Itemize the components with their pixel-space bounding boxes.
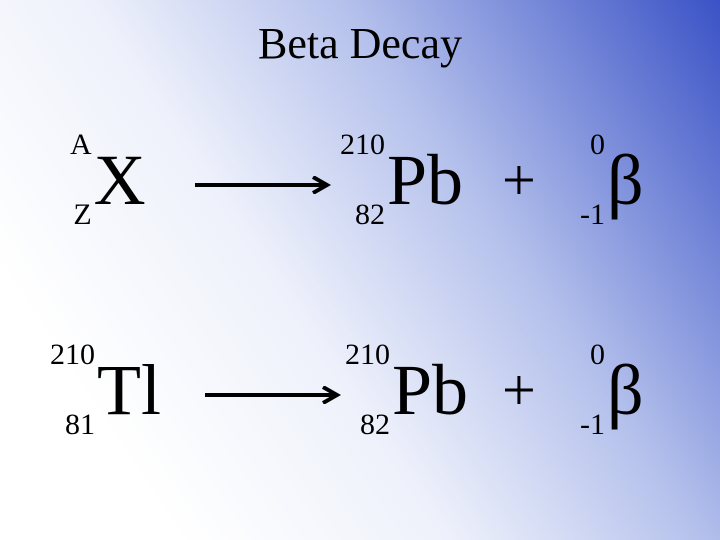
atomic-number: 82: [355, 200, 385, 230]
element-symbol: X: [94, 144, 146, 216]
reaction-arrow-icon: [205, 386, 351, 404]
equation-row: 210 81 Tl 210 82 Pb + 0 -1 β: [0, 340, 720, 480]
mass-number: 0: [590, 340, 605, 370]
mass-number: 210: [50, 340, 95, 370]
page-title: Beta Decay: [0, 18, 720, 69]
nuclide-reactant: 210 81 Tl: [50, 340, 161, 440]
equation-row: A Z X 210 82 Pb + 0 -1 β: [0, 130, 720, 270]
nuclide-beta: 0 -1 β: [580, 340, 644, 440]
atomic-number: -1: [580, 200, 605, 230]
plus-sign: +: [502, 150, 536, 210]
element-symbol: Tl: [97, 354, 161, 426]
atomic-number: Z: [73, 200, 91, 230]
beta-symbol: β: [607, 144, 644, 216]
reaction-arrow-icon: [195, 176, 341, 194]
element-symbol: Pb: [392, 354, 468, 426]
nuclide-reactant: A Z X: [70, 130, 146, 230]
element-symbol: Pb: [387, 144, 463, 216]
atomic-number: 81: [65, 410, 95, 440]
nuclide-product: 210 82 Pb: [340, 130, 463, 230]
mass-number: 0: [590, 130, 605, 160]
nuclide-beta: 0 -1 β: [580, 130, 644, 230]
beta-symbol: β: [607, 354, 644, 426]
nuclide-product: 210 82 Pb: [345, 340, 468, 440]
atomic-number: -1: [580, 410, 605, 440]
mass-number: A: [70, 130, 92, 160]
atomic-number: 82: [360, 410, 390, 440]
mass-number: 210: [345, 340, 390, 370]
mass-number: 210: [340, 130, 385, 160]
plus-sign: +: [502, 360, 536, 420]
